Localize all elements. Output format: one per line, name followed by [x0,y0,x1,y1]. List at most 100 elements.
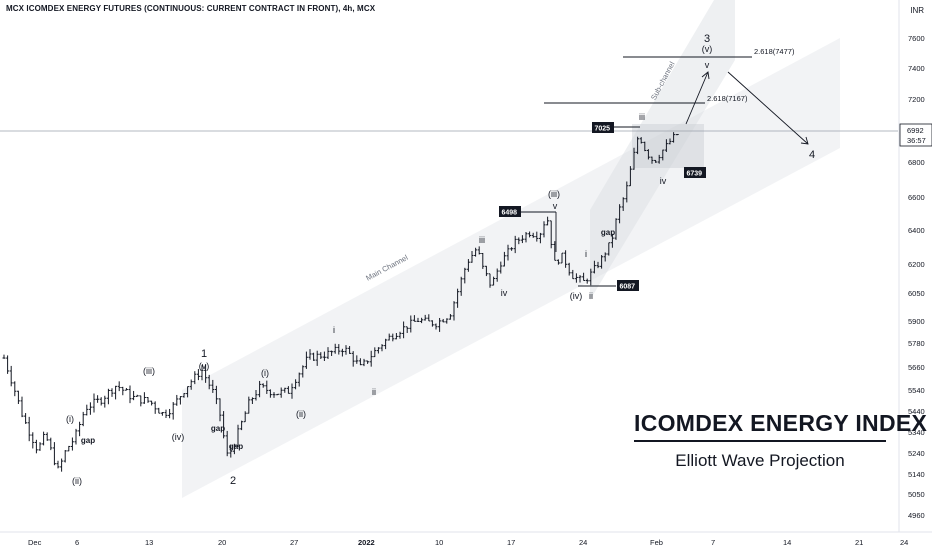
ohlc-bar [186,386,190,398]
ohlc-bar [81,411,85,427]
time-axis[interactable]: Dec 6 13 20 27 2022 10 17 24 Feb 7 14 21… [0,531,932,547]
level-tag-6498: 6498 [499,206,521,217]
ohlc-bar [456,288,460,308]
ohlc-bar [560,252,564,264]
ohlc-bar [423,314,427,321]
ohlc-bar [452,301,456,321]
ohlc-bar [150,400,154,406]
y-tick-label: 7400 [908,64,925,73]
ohlc-bar [193,371,197,385]
ohlc-bar [578,275,582,283]
projection-down-arrow [727,71,809,145]
y-tick-label: 6050 [908,289,925,298]
price-axis[interactable]: 7600 7400 7200 7000 6800 6600 6400 6200 … [898,0,932,532]
ohlc-bar [614,218,618,240]
ohlc-bar [24,413,28,424]
gap-label: gap [211,424,225,433]
wave-label: 2 [230,475,236,487]
ohlc-bar [438,317,442,332]
wave-label: iii [639,112,645,122]
projection-down-arrowhead [800,136,809,145]
ohlc-bar [351,351,355,367]
ohlc-bar [369,350,373,367]
ohlc-bar [214,385,218,405]
ohlc-bar [402,321,406,339]
ohlc-bar [474,247,478,257]
ohlc-bar [27,416,31,442]
ohlc-bar [387,333,391,341]
fib-label-7477: 2.618(7477) [754,47,795,56]
ohlc-bar [110,388,114,397]
ohlc-bar [625,181,629,203]
ohlc-bar [99,397,103,406]
ohlc-bar [448,314,452,320]
wave-label: (iv) [172,432,185,442]
ohlc-bar [312,352,316,361]
ohlc-bar [582,272,586,281]
ohlc-bar [196,369,200,381]
ohlc-bar [398,331,402,339]
wave-label: ii [372,387,376,397]
ohlc-bar [488,273,492,288]
brand-title: ICOMDEX ENERGY INDEX [634,410,928,436]
svg-text:6087: 6087 [620,284,636,291]
y-tick-label: 7200 [908,95,925,104]
ohlc-bar [222,411,226,439]
ohlc-bar [106,388,110,405]
wave-label: (iii) [548,189,560,199]
ohlc-bar [63,450,67,463]
brand-subtitle: Elliott Wave Projection [675,451,845,470]
current-price-value: 6992 [907,126,924,135]
ohlc-bar [6,355,10,374]
level-tag-6739: 6739 [684,167,706,178]
ohlc-bar [294,379,298,390]
ohlc-bar [92,393,96,413]
ohlc-bar [301,365,305,378]
ohlc-bar [56,460,60,469]
ohlc-bar [340,348,344,357]
x-tick-label: 24 [579,538,587,547]
ohlc-bar [384,338,388,350]
ohlc-bar [304,351,308,369]
ohlc-bar [470,251,474,263]
ohlc-bar [315,350,319,366]
y-tick-label: 6400 [908,226,925,235]
ohlc-bar [175,394,179,406]
svg-text:6498: 6498 [502,210,518,217]
gap-label: gap [601,228,615,237]
ohlc-bar [420,317,424,324]
ohlc-bar [139,395,143,407]
y-tick-label: 5440 [908,407,925,416]
y-tick-label: 6600 [908,193,925,202]
ohlc-bar [236,424,240,448]
ohlc-bar [279,387,283,398]
ohlc-bar [121,386,125,396]
y-tick-label: 5340 [908,428,925,437]
ohlc-bar [574,273,578,283]
wave-label: (i) [66,414,74,424]
ohlc-bar [362,358,366,367]
ohlc-bar [538,232,542,244]
y-tick-label: 5660 [908,363,925,372]
ohlc-bar [376,347,380,354]
wave-label: 1 [201,348,207,360]
ohlc-bar [142,392,146,404]
ohlc-bar [639,137,643,144]
wave-label: v [553,201,558,211]
ohlc-bar [178,396,182,405]
ohlc-bar [481,252,485,269]
ohlc-bar [297,372,301,387]
x-tick-label: 20 [218,538,226,547]
level-tag-7025: 7025 [592,122,614,133]
ohlc-bar [618,204,622,224]
ohlc-bar [391,333,395,342]
ohlc-bar [42,431,46,446]
y-tick-label: 5780 [908,339,925,348]
ohlc-bar [600,255,604,269]
ohlc-bar [556,259,560,265]
x-tick-label: 13 [145,538,153,547]
ohlc-bar [355,355,359,364]
wave-label: i [585,249,587,259]
wave-label: (v) [199,361,210,371]
